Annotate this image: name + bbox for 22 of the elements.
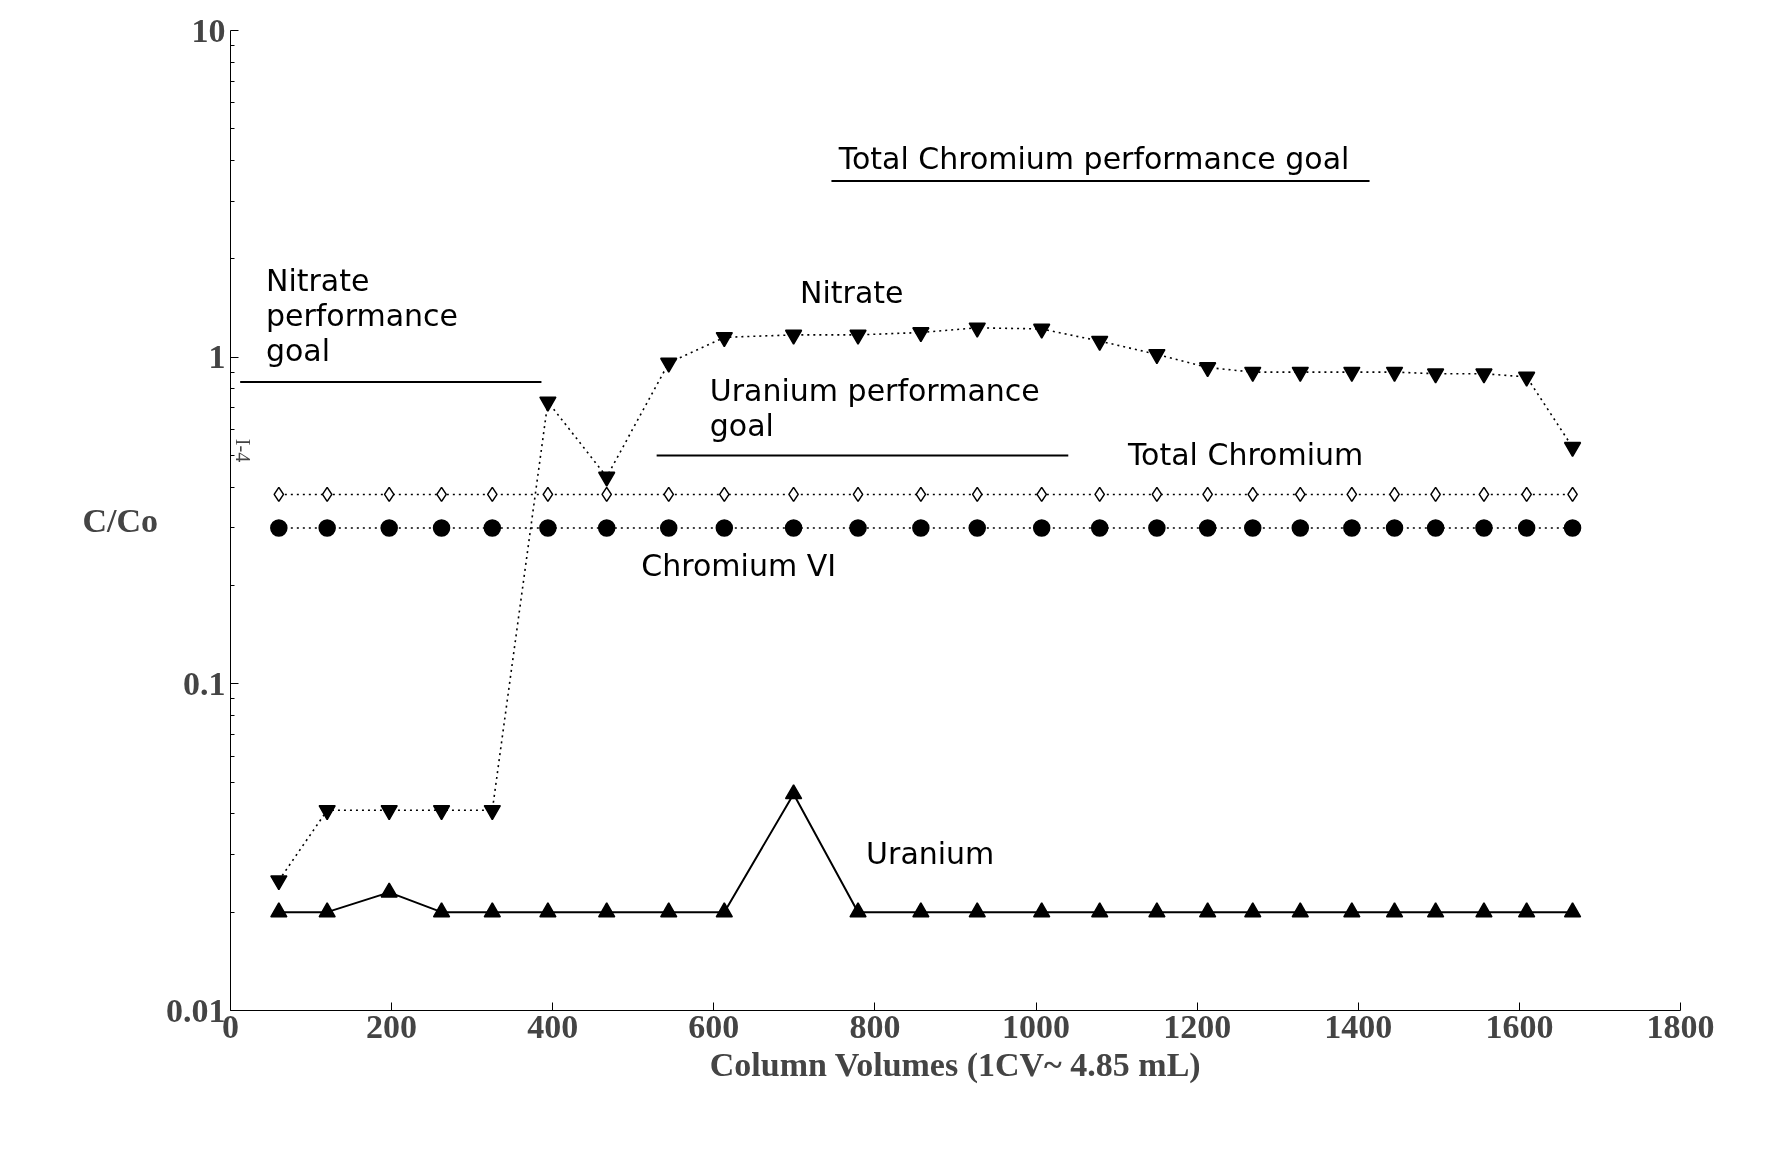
x-tick-label: 800: [849, 1007, 901, 1045]
x-tick-label: 1400: [1324, 1007, 1393, 1045]
series-label: Uranium performance goal: [709, 372, 1040, 443]
series-label: Chromium VI: [641, 547, 837, 583]
series-label: Total Chromium: [1126, 436, 1364, 472]
x-axis-title: Column Volumes (1CV~ 4.85 mL): [709, 1045, 1201, 1084]
series-label: Uranium: [866, 836, 995, 872]
y-tick-label: 10: [191, 11, 226, 49]
y-tick-label: 0.1: [183, 664, 226, 702]
x-tick-label: 600: [688, 1007, 740, 1045]
x-tick-label: 1200: [1163, 1007, 1232, 1045]
series-label: Total Chromium performance goal: [837, 140, 1350, 176]
x-tick-label: 200: [366, 1007, 418, 1045]
series-label: Nitrate: [800, 274, 904, 310]
y-axis-title: C/Co: [82, 502, 159, 539]
x-tick-label: 1000: [1002, 1007, 1071, 1045]
x-tick-label: 400: [527, 1007, 579, 1045]
x-tick-label: 1800: [1646, 1007, 1715, 1045]
y-tick-label: 1: [208, 338, 226, 376]
series-label: Nitrate performance goal: [265, 263, 459, 369]
annotation: I-4: [231, 438, 254, 463]
x-tick-label: 1600: [1485, 1007, 1554, 1045]
